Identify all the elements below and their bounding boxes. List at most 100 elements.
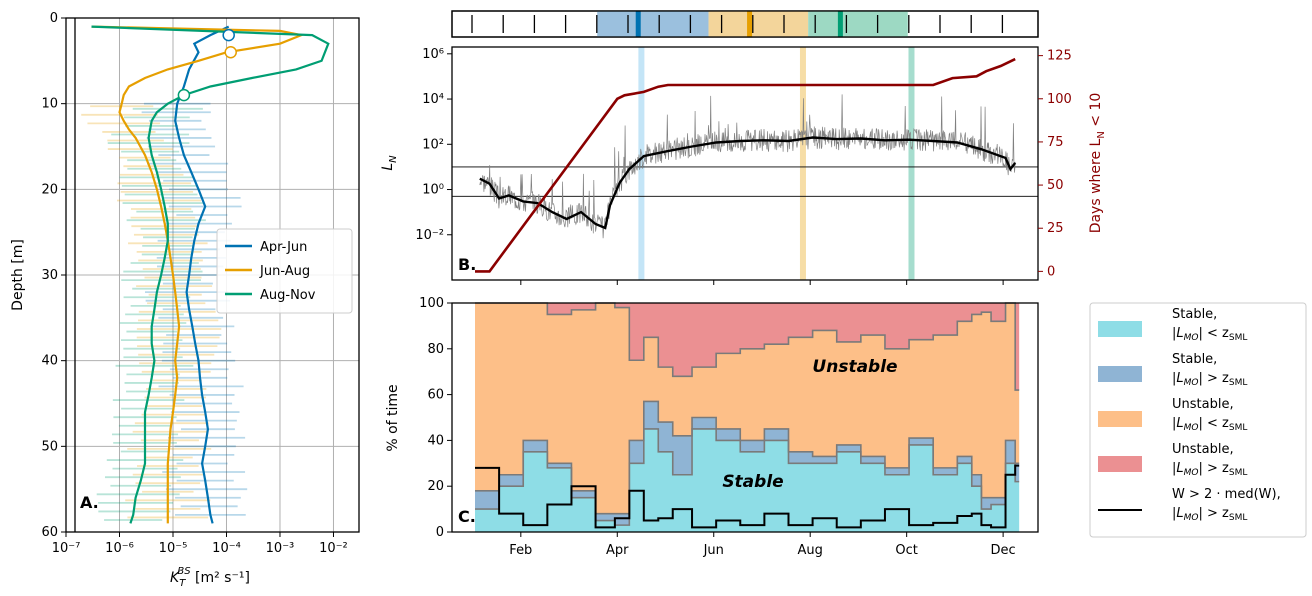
legend-label: Unstable, — [1172, 442, 1234, 457]
panel-c-ylabel: % of time — [385, 384, 401, 451]
x-tick-label: Dec — [991, 543, 1016, 558]
x-tick-label: 10⁻³ — [266, 541, 295, 556]
legend-box — [216, 228, 353, 314]
y-tick-label: 10⁰ — [422, 183, 444, 198]
legend-condition-part: | > z — [1198, 506, 1229, 521]
days-series-line — [475, 57, 1016, 273]
y-tick-label: 100 — [419, 296, 444, 311]
legend-condition-part: MO — [1184, 513, 1199, 523]
legend-condition-part: SML — [1229, 378, 1248, 388]
series-marker — [224, 46, 237, 59]
legend-condition-part: | > z — [1198, 371, 1229, 386]
x-tick-label: Aug — [798, 543, 823, 558]
panel-c: 0 20 40 60 80 100 Feb Apr Jun Aug Oct Dec % of time… — [385, 296, 1039, 558]
legend-label: Unstable, — [1172, 397, 1234, 412]
y2-tick-label: 100 — [1047, 92, 1072, 107]
y-tick-label: 20 — [41, 182, 58, 197]
x-tick-label: Apr — [606, 543, 629, 558]
highlight-band — [799, 47, 806, 280]
panel-a-ylabel: Depth [m] — [10, 239, 26, 311]
legend-label: W > 2 · med(W), — [1172, 487, 1281, 502]
legend-condition-part: | < z — [1198, 416, 1229, 431]
legend-label: Jun-Aug — [259, 264, 310, 279]
y2-tick-label: 0 — [1047, 264, 1055, 279]
timeline-segment — [808, 11, 908, 37]
area-unstable-lt — [475, 303, 1020, 514]
timeline-marker — [747, 11, 753, 37]
x-tick-label: 10⁻⁵ — [159, 541, 188, 556]
y-tick-label: 0 — [50, 11, 58, 26]
legend-condition-part: MO — [1184, 333, 1199, 343]
legend-condition: |LMO| > zSML — [1172, 371, 1247, 388]
series-marker — [177, 88, 191, 102]
legend-condition-part: | < z — [1198, 326, 1229, 341]
x-tick-label: 10⁻⁶ — [105, 541, 134, 556]
legend-condition-part: |L — [1172, 416, 1184, 431]
highlight-band — [908, 47, 915, 280]
legend-condition-part: MO — [1184, 468, 1199, 478]
highlight-band — [638, 47, 645, 280]
panel-a-label: A. — [80, 493, 99, 512]
legend-condition-part: |L — [1172, 371, 1184, 386]
legend-condition-part: |L — [1172, 326, 1184, 341]
legend-condition: |LMO| > zSML — [1172, 461, 1247, 478]
y-tick-label: 10⁴ — [422, 92, 444, 107]
x-tick-label: 10⁻⁴ — [212, 541, 241, 556]
y-tick-label: 80 — [427, 342, 444, 357]
legend-condition-part: MO — [1184, 378, 1199, 388]
legend-condition-part: |L — [1172, 461, 1184, 476]
panel-b-ylabel: LN — [380, 155, 399, 171]
x-tick-label: 10⁻⁷ — [52, 541, 81, 556]
series-line-aug-nov — [91, 25, 330, 524]
legend-swatch — [1098, 456, 1142, 472]
y-tick-label: 30 — [41, 268, 58, 283]
timeline-marker — [837, 11, 843, 37]
annotation-stable: Stable — [722, 472, 783, 492]
panel-b-y2label: Days where LN < 10 — [1088, 93, 1107, 234]
panel-b-label: B. — [458, 255, 476, 274]
x-tick-label: Feb — [509, 543, 532, 558]
w-series-line — [475, 464, 1020, 529]
y2-tick-label: 125 — [1047, 49, 1072, 64]
legend-condition-part: SML — [1229, 423, 1248, 433]
y-tick-label: 10⁻² — [415, 228, 444, 243]
legend-swatch — [1098, 321, 1142, 337]
timeline-segment — [708, 11, 809, 37]
legend-condition-part: |L — [1172, 506, 1184, 521]
x-tick-label: Oct — [895, 543, 917, 558]
y-tick-label: 40 — [427, 433, 444, 448]
panel-b: 10⁻² 10⁰ 10² 10⁴ 10⁶ 0 25 50 75 100 125 LN Days wh… — [380, 46, 1107, 285]
x-tick-label: 10⁻² — [319, 541, 348, 556]
legend-condition-part: SML — [1229, 333, 1248, 343]
y2-tick-label: 75 — [1047, 135, 1064, 150]
panel-c-label: C. — [458, 507, 476, 526]
y-tick-label: 60 — [41, 525, 58, 540]
legend-condition-part: SML — [1229, 513, 1248, 523]
x-tick-label: Jun — [703, 543, 724, 558]
y-tick-label: 10⁶ — [422, 47, 444, 62]
y-tick-label: 10 — [41, 97, 58, 112]
legend-label: Stable, — [1172, 307, 1217, 322]
panel-a-xlabel: KTBS [m² s⁻¹] — [170, 566, 250, 589]
legend-box — [1089, 302, 1307, 538]
area-unstable-gt — [475, 303, 1020, 391]
legend-condition: |LMO| < zSML — [1172, 326, 1247, 343]
raw-series-line — [479, 94, 1016, 239]
y2-tick-label: 25 — [1047, 221, 1064, 236]
area-stable-lt — [475, 428, 1020, 532]
y2-tick-label: 50 — [1047, 178, 1064, 193]
legend-condition-part: SML — [1229, 468, 1248, 478]
y-tick-label: 50 — [41, 439, 58, 454]
timeline-marker — [635, 11, 641, 37]
y-tick-label: 40 — [41, 354, 58, 369]
timeline-strip — [451, 10, 1039, 38]
timeline-border — [451, 10, 1039, 38]
panel-a-legend: Apr-Jun Jun-Aug Aug-Nov — [216, 228, 353, 314]
legend-condition-part: | > z — [1198, 461, 1229, 476]
legend-condition-part: MO — [1184, 423, 1199, 433]
smoothed-series-line — [479, 136, 1017, 230]
y-tick-label: 10² — [422, 137, 444, 152]
annotation-unstable: Unstable — [812, 357, 897, 377]
